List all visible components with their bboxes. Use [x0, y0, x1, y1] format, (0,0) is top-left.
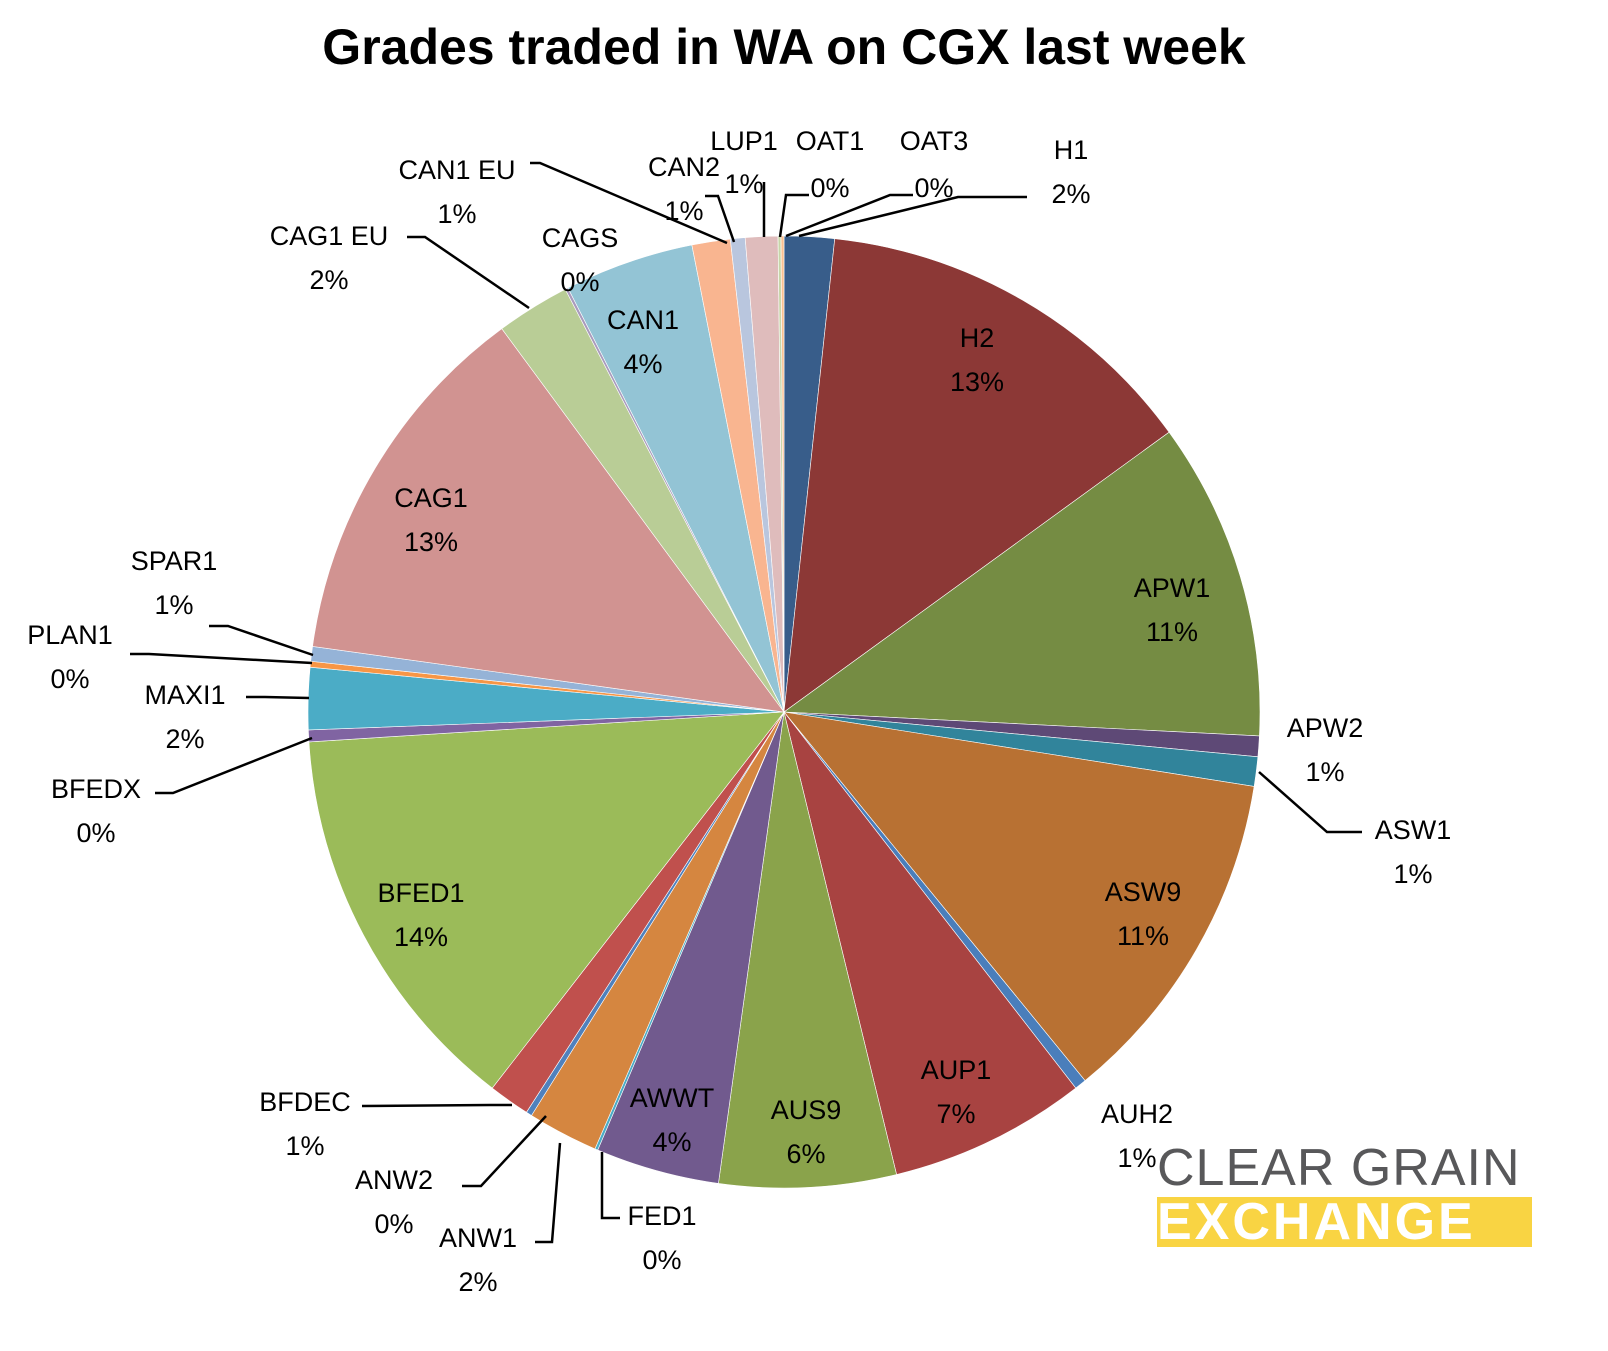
- pie-slice-aup1: [783, 711, 1077, 1175]
- pie-slice-h2: [783, 238, 1170, 713]
- label-pct-aus9: 6%: [786, 1139, 825, 1169]
- leader-line-oat1: [778, 193, 809, 238]
- label-pct-bfdec: 1%: [285, 1131, 324, 1161]
- leader-line-maxi1: [246, 695, 310, 700]
- leader-line-bfdec: [361, 1103, 512, 1108]
- label-pct-can2: 1%: [664, 196, 703, 226]
- label-name-can2: CAN2: [648, 152, 720, 182]
- label-pct-cag1-eu: 2%: [309, 265, 348, 295]
- logo-line-1: CLEAR GRAIN: [1157, 1139, 1521, 1197]
- leader-line-asw1: [1258, 771, 1362, 834]
- label-pct-maxi1: 2%: [165, 724, 204, 754]
- label-pct-h1: 2%: [1051, 179, 1090, 209]
- label-name-spar1: SPAR1: [131, 546, 218, 576]
- label-pct-spar1: 1%: [154, 590, 193, 620]
- pie-slice-aus9: [718, 711, 897, 1189]
- label-name-h1: H1: [1054, 135, 1089, 165]
- label-pct-anw1: 2%: [458, 1267, 497, 1297]
- label-name-oat3: OAT3: [900, 126, 969, 156]
- label-pct-apw1: 11%: [1146, 617, 1198, 647]
- pie-slice-apw1: [783, 431, 1261, 737]
- label-name-fed1: FED1: [627, 1201, 696, 1231]
- label-name-aup1: AUP1: [921, 1055, 992, 1085]
- label-name-bfedx: BFEDX: [51, 774, 141, 804]
- label-name-bfed1: BFED1: [377, 878, 464, 908]
- label-pct-oat3: 0%: [914, 173, 953, 203]
- data-labels: H1 2% H2 13% APW1 11% APW2 1% ASW1 1% ASW9 11% AUH2 1…: [27, 126, 1451, 1297]
- label-pct-lup1: 1%: [724, 169, 763, 199]
- label-pct-can1: 4%: [623, 349, 662, 379]
- label-pct-cag1: 13%: [404, 527, 458, 557]
- label-name-lup1: LUP1: [710, 126, 778, 156]
- label-name-aus9: AUS9: [771, 1095, 842, 1125]
- label-name-apw2: APW2: [1287, 713, 1364, 743]
- label-pct-apw2: 1%: [1305, 757, 1344, 787]
- clear-grain-exchange-logo: CLEAR GRAIN EXCHANGE: [1157, 1140, 1532, 1250]
- label-name-plan1: PLAN1: [27, 620, 113, 650]
- leader-line-fed1: [600, 1152, 620, 1220]
- label-pct-bfed1: 14%: [394, 922, 448, 952]
- label-pct-h2: 13%: [950, 367, 1004, 397]
- leader-line-bfedx: [155, 736, 313, 795]
- label-pct-awwt: 4%: [652, 1127, 691, 1157]
- logo-line-2: EXCHANGE: [1157, 1197, 1532, 1247]
- leader-lines: [130, 161, 1362, 1244]
- label-name-asw9: ASW9: [1105, 877, 1182, 907]
- label-name-auh2: AUH2: [1101, 1099, 1173, 1129]
- leader-line-can2: [705, 194, 736, 243]
- label-pct-anw2: 0%: [374, 1209, 413, 1239]
- label-name-bfdec: BFDEC: [259, 1087, 351, 1117]
- leader-line-spar1: [209, 624, 314, 657]
- label-pct-oat1: 0%: [810, 173, 849, 203]
- pie-slices: [307, 235, 1261, 1189]
- label-pct-cags: 0%: [560, 267, 599, 297]
- leader-line-h1: [798, 195, 1027, 238]
- pie-slice-cag1: [312, 328, 785, 713]
- label-pct-auh2: 1%: [1117, 1143, 1156, 1173]
- pie-slice-bfed1: [308, 711, 785, 1089]
- label-pct-bfedx: 0%: [76, 818, 115, 848]
- label-name-maxi1: MAXI1: [144, 680, 225, 710]
- label-name-cags: CAGS: [542, 223, 619, 253]
- label-pct-can1-eu: 1%: [437, 199, 476, 229]
- leader-line-oat3: [785, 193, 913, 238]
- label-pct-asw1: 1%: [1393, 859, 1432, 889]
- label-name-apw1: APW1: [1134, 573, 1211, 603]
- label-name-h2: H2: [960, 323, 995, 353]
- leader-line-anw2: [462, 1115, 547, 1188]
- label-name-oat1: OAT1: [796, 126, 865, 156]
- label-pct-asw9: 11%: [1117, 921, 1169, 951]
- label-pct-fed1: 0%: [642, 1245, 681, 1275]
- leader-line-can1-eu: [530, 161, 728, 245]
- label-name-awwt: AWWT: [630, 1083, 714, 1113]
- chart-title: Grades traded in WA on CGX last week: [322, 19, 1246, 75]
- label-name-cag1-eu: CAG1 EU: [270, 221, 389, 251]
- leader-line-plan1: [130, 652, 313, 665]
- pie-slice-asw9: [783, 711, 1255, 1082]
- label-name-anw2: ANW2: [355, 1165, 433, 1195]
- label-pct-aup1: 7%: [936, 1099, 975, 1129]
- label-pct-plan1: 0%: [50, 664, 89, 694]
- leader-line-anw1: [535, 1142, 562, 1244]
- label-name-cag1: CAG1: [394, 483, 468, 513]
- label-name-can1-eu: CAN1 EU: [398, 155, 515, 185]
- label-name-anw1: ANW1: [439, 1223, 517, 1253]
- label-name-asw1: ASW1: [1375, 815, 1452, 845]
- leader-line-cag1-eu: [407, 235, 530, 310]
- label-name-can1: CAN1: [607, 305, 679, 335]
